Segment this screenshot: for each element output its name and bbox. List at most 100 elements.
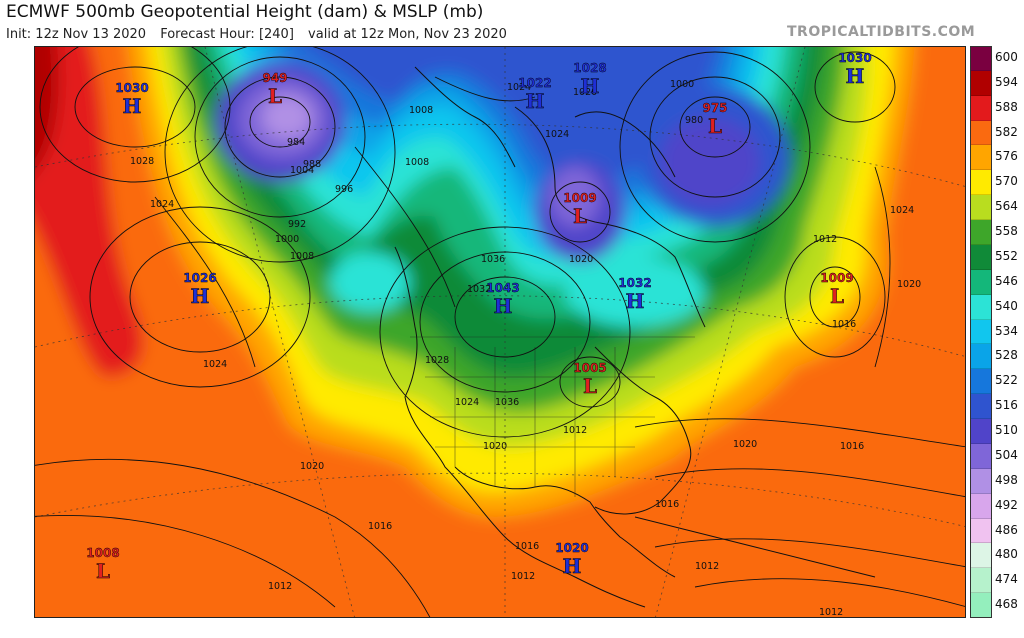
isobar-ring	[89, 206, 311, 388]
colorbar-label: 468	[995, 597, 1018, 612]
colorbar-swatch	[970, 145, 992, 171]
arctic-coast	[414, 66, 516, 168]
isobar-label: 1024	[150, 199, 174, 210]
pressure-value: 975	[702, 101, 727, 115]
isobar-label: 1024	[507, 82, 531, 93]
colorbar-level: 558	[970, 220, 1024, 245]
pressure-value: 1009	[820, 271, 853, 285]
isobar-label: 1016	[840, 441, 864, 452]
isobars	[35, 47, 965, 617]
colorbar-swatch	[970, 244, 992, 270]
isobar-label: 1016	[368, 521, 392, 532]
low-975-core-510	[660, 117, 760, 207]
colorbar-level: 480	[970, 543, 1024, 569]
colorbar-level: 498	[970, 468, 1024, 494]
colorbar-swatch	[970, 269, 992, 295]
isobar-ring	[379, 226, 631, 438]
isobar-label: 1000	[670, 79, 694, 90]
gulf-coast	[454, 466, 676, 578]
isobar-label: 1028	[130, 156, 154, 167]
colorbar-label: 558	[995, 224, 1018, 239]
colorbar-level: 492	[970, 493, 1024, 519]
colorbar-swatch	[970, 518, 992, 544]
isobar-ring	[249, 96, 311, 148]
field-582-south	[35, 335, 965, 617]
colorbar-label: 498	[995, 472, 1018, 487]
isobar-ring	[649, 76, 781, 198]
pressure-value: 1008	[86, 546, 119, 560]
isobar-ring	[164, 47, 396, 263]
colorbar-level: 510	[970, 419, 1024, 444]
isobar-ring	[809, 266, 861, 328]
isobar-label: 1020	[897, 279, 921, 290]
colorbar-level: 588	[970, 95, 1024, 121]
colorbar-swatch	[970, 319, 992, 345]
colorbar-label: 480	[995, 547, 1018, 562]
isobar-label: 1000	[275, 234, 299, 245]
colorbar-label: 594	[995, 74, 1018, 89]
colorbar-label: 576	[995, 149, 1018, 164]
isobar-label: 1008	[290, 251, 314, 262]
brand-watermark: TROPICALTIDBITS.COM	[787, 24, 976, 40]
west-coast	[394, 246, 646, 608]
isobar-line	[154, 196, 256, 368]
state-lines-horizontal	[425, 376, 655, 448]
isobar-line	[654, 538, 965, 568]
colorbar-label: 528	[995, 348, 1018, 363]
pressure-letter: L	[96, 559, 110, 583]
colorbar-level: 570	[970, 170, 1024, 196]
isobar-ring	[619, 51, 811, 243]
isobar-label: 984	[287, 137, 305, 148]
pressure-letter: H	[581, 74, 600, 98]
caribbean	[634, 516, 876, 578]
field-588-west	[35, 47, 144, 377]
isobar-label: 1012	[511, 571, 535, 582]
hudson-bay	[514, 106, 706, 328]
colorbar-label: 588	[995, 99, 1018, 114]
isobar-label: 1036	[481, 254, 505, 265]
isobar-label: 1004	[290, 165, 314, 176]
pressure-value: 1005	[573, 361, 606, 375]
isobar-label: 988	[303, 159, 321, 170]
pressure-letter: H	[563, 554, 582, 578]
colorbar-level: 576	[970, 145, 1024, 171]
colorbar-label: 582	[995, 124, 1018, 139]
pressure-value: 1020	[555, 541, 588, 555]
isobar-line	[434, 76, 536, 102]
map-subtitle: Init: 12z Nov 13 2020 Forecast Hour: [24…	[6, 27, 517, 42]
pressure-value: 1030	[115, 81, 148, 95]
colorbar-swatch	[970, 46, 992, 71]
colorbar-label: 600	[995, 50, 1018, 64]
colorbar-label: 564	[995, 199, 1018, 214]
isobar-label: 1024	[545, 129, 569, 140]
colorbar-level: 594	[970, 70, 1024, 96]
east-coast	[594, 346, 692, 515]
pressure-letter: H	[526, 89, 545, 113]
weather-map[interactable]: 1028 1024 1024 1020 1016 1012 1008 1004 …	[34, 46, 966, 618]
pressure-value: 949	[262, 71, 287, 85]
trough-540	[565, 257, 705, 327]
pressure-letter: L	[830, 284, 844, 308]
isobar-label: 1012	[563, 425, 587, 436]
isobar-label: 1020	[300, 461, 324, 472]
pressure-letter: L	[708, 114, 722, 138]
colorbar-label: 534	[995, 323, 1018, 338]
isobar-ring	[454, 276, 556, 358]
isobar-line	[694, 578, 965, 607]
isobar-ring	[224, 76, 336, 178]
isobar-ring	[39, 47, 231, 183]
colorbar-label: 492	[995, 497, 1018, 512]
isobar-label: 992	[288, 219, 306, 230]
colorbar-label: 510	[995, 423, 1018, 438]
colorbar-label: 516	[995, 398, 1018, 413]
isobar-label: 1020	[573, 87, 597, 98]
low-949-core-498	[262, 95, 312, 139]
pressure-letter: L	[268, 84, 282, 108]
